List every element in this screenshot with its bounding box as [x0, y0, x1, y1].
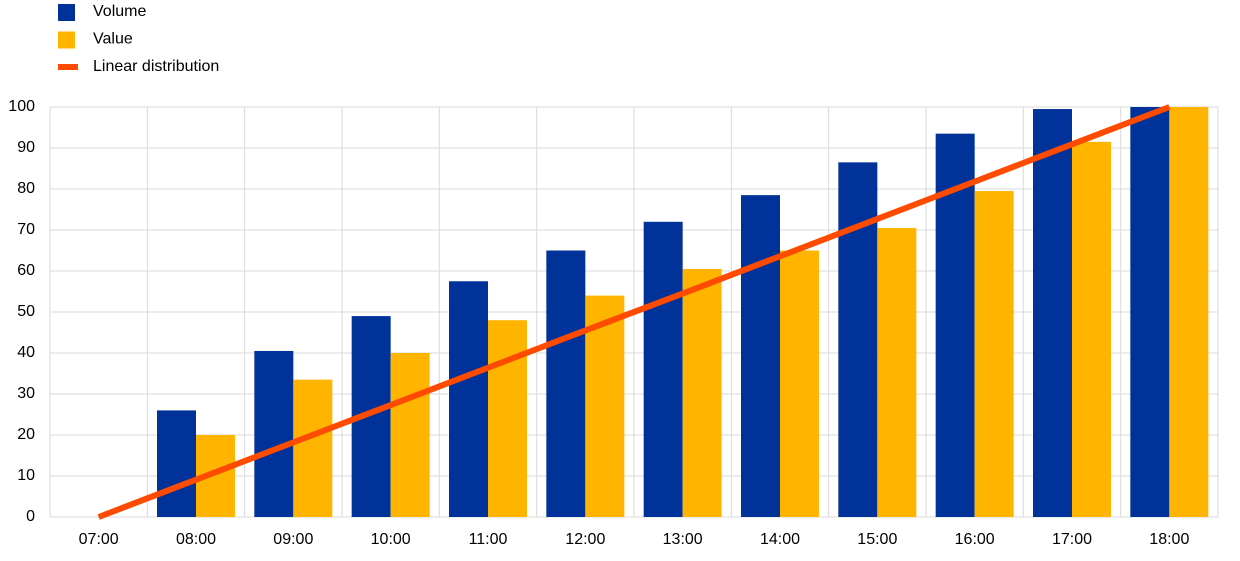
bar: [1072, 141, 1111, 517]
x-tick-label: 16:00: [955, 531, 995, 548]
bar: [1169, 107, 1209, 517]
y-tick-label: 20: [17, 426, 35, 443]
bar: [254, 350, 294, 517]
y-tick-label: 40: [17, 344, 35, 361]
bar: [935, 133, 975, 517]
bar: [974, 191, 1014, 518]
y-tick-label: 30: [17, 385, 35, 402]
bar: [449, 281, 488, 517]
bar: [1130, 107, 1170, 517]
y-tick-label: 90: [17, 139, 35, 156]
x-tick-label: 08:00: [176, 531, 216, 548]
y-tick-label: 100: [8, 98, 35, 115]
line: [97, 104, 1171, 520]
y-tick-label: 70: [17, 221, 35, 238]
bar: [390, 353, 430, 517]
bar: [682, 268, 722, 517]
y-tick-label: 0: [26, 508, 35, 525]
x-tick-label: 13:00: [663, 531, 703, 548]
x-tick-label: 18:00: [1149, 531, 1189, 548]
x-tick-label: 09:00: [273, 531, 313, 548]
legend-label: Volume: [93, 3, 146, 20]
bar: [293, 379, 333, 517]
bar: [157, 410, 196, 517]
bar: [838, 162, 878, 517]
x-tick-label: 14:00: [760, 531, 800, 548]
bar: [741, 195, 780, 517]
legend-label: Linear distribution: [93, 58, 219, 75]
x-tick-label: 17:00: [1052, 531, 1092, 548]
legend-swatch: [58, 31, 75, 49]
bar: [877, 227, 917, 517]
legend-label: Value: [93, 31, 133, 48]
bar: [546, 250, 586, 517]
bar: [780, 250, 819, 517]
bar: [585, 295, 625, 517]
x-tick-label: 10:00: [371, 531, 411, 548]
legend-swatch: [58, 4, 75, 21]
y-tick-label: 50: [17, 303, 35, 320]
y-tick-label: 60: [17, 262, 35, 279]
bar: [643, 221, 683, 518]
legend-swatch: [58, 64, 78, 70]
x-tick-label: 07:00: [79, 531, 119, 548]
x-tick-label: 11:00: [469, 531, 508, 548]
x-tick-label: 12:00: [565, 531, 605, 548]
bar: [1033, 109, 1072, 518]
y-tick-label: 10: [17, 467, 35, 484]
x-tick-label: 15:00: [857, 531, 897, 548]
bar: [488, 320, 527, 517]
y-tick-label: 80: [17, 180, 35, 197]
